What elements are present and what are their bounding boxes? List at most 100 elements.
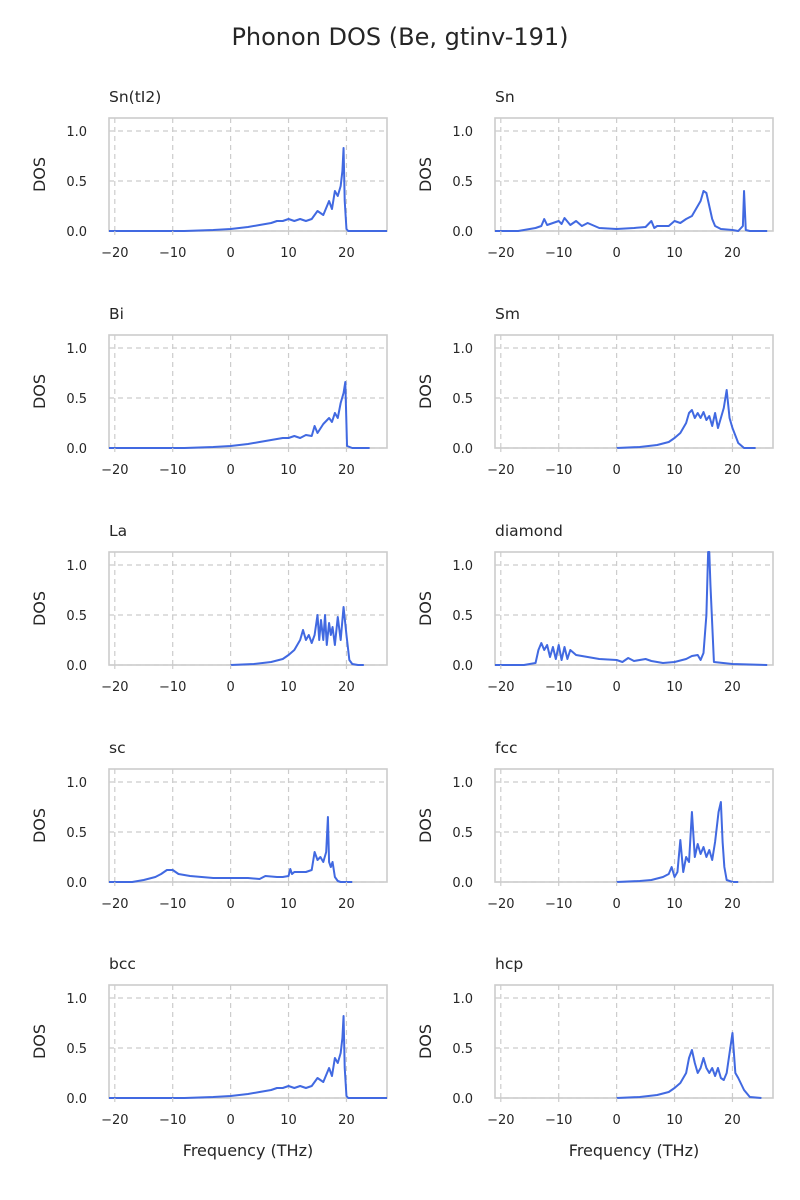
x-tick-label: −20 [101, 1113, 128, 1128]
y-tick-label: 0.0 [452, 659, 473, 674]
dos-line [109, 381, 370, 449]
y-tick-label: 0.5 [66, 392, 87, 407]
plot-frame [108, 768, 388, 883]
x-tick-label: −10 [545, 680, 572, 695]
panels: −20 −10 0 10 20 0.0 0.5 1.0 Sn(tI2) DOS −20 −10 0 10 2… [30, 88, 774, 1160]
y-tick-label: 1.0 [66, 342, 87, 357]
x-tick-label: 20 [724, 680, 741, 695]
x-tick-label: 0 [612, 463, 620, 478]
y-axis-label: DOS [30, 591, 49, 626]
y-tick-label: 0.0 [452, 876, 473, 891]
plot-frame [494, 334, 774, 449]
x-tick-label: 0 [226, 1113, 234, 1128]
y-tick-label: 0.0 [66, 659, 87, 674]
x-tick-label: −20 [487, 897, 514, 912]
y-axis-label: DOS [416, 374, 435, 409]
x-tick-label: 10 [666, 680, 683, 695]
x-tick-label: 20 [338, 463, 355, 478]
y-axis-label: DOS [30, 374, 49, 409]
x-tick-label: 20 [338, 1113, 355, 1128]
x-tick-label: −10 [159, 680, 186, 695]
x-tick-label: 0 [226, 680, 234, 695]
x-tick-label: −10 [545, 246, 572, 261]
x-tick-label: 0 [612, 1113, 620, 1128]
x-tick-label: 10 [280, 680, 297, 695]
x-tick-label: 10 [666, 463, 683, 478]
dos-line [230, 606, 364, 666]
x-tick-label: −10 [545, 897, 572, 912]
x-tick-label: −20 [487, 463, 514, 478]
plot-frame [108, 117, 388, 232]
x-tick-label: 20 [724, 463, 741, 478]
y-tick-label: 0.5 [452, 826, 473, 841]
x-tick-label: −20 [487, 1113, 514, 1128]
y-tick-label: 0.5 [452, 609, 473, 624]
x-tick-label: 0 [226, 246, 234, 261]
panel-6: −20 −10 0 10 20 0.0 0.5 1.0 sc DOS [30, 739, 388, 912]
panel-title: hcp [495, 955, 523, 973]
x-tick-label: 10 [666, 1113, 683, 1128]
x-axis-label: Frequency (THz) [569, 1141, 699, 1160]
y-tick-label: 0.5 [452, 1042, 473, 1057]
dos-line [616, 1032, 762, 1099]
y-tick-label: 0.5 [66, 609, 87, 624]
y-tick-label: 1.0 [66, 559, 87, 574]
panel-title: Sn [495, 88, 515, 106]
y-tick-label: 0.0 [66, 876, 87, 891]
x-tick-label: 20 [338, 897, 355, 912]
dos-line [495, 190, 768, 232]
y-axis-label: DOS [30, 157, 49, 192]
x-tick-label: 0 [226, 897, 234, 912]
panel-7: −20 −10 0 10 20 0.0 0.5 1.0 fcc DOS [416, 739, 774, 912]
y-axis-label: DOS [416, 1024, 435, 1059]
y-tick-label: 0.5 [452, 392, 473, 407]
panel-5: −20 −10 0 10 20 0.0 0.5 1.0 diamond DOS [416, 522, 774, 695]
panel-8: −20 −10 0 10 20 0.0 0.5 1.0 bcc DOS Frequency (THz… [30, 955, 388, 1160]
x-tick-label: −10 [159, 1113, 186, 1128]
x-tick-label: 0 [612, 680, 620, 695]
x-tick-label: −20 [101, 246, 128, 261]
plot-frame [108, 334, 388, 449]
x-tick-label: −10 [545, 463, 572, 478]
x-tick-label: −20 [487, 680, 514, 695]
panel-title: diamond [495, 522, 563, 540]
x-tick-label: −20 [101, 680, 128, 695]
x-tick-label: 10 [280, 897, 297, 912]
y-tick-label: 1.0 [452, 992, 473, 1007]
dos-line [109, 147, 387, 232]
dos-line [616, 801, 739, 883]
x-tick-label: 0 [226, 463, 234, 478]
panel-title: bcc [109, 955, 136, 973]
y-axis-label: DOS [30, 1024, 49, 1059]
y-tick-label: 0.5 [66, 826, 87, 841]
x-tick-label: 10 [666, 897, 683, 912]
x-tick-label: −20 [101, 463, 128, 478]
y-tick-label: 0.5 [66, 1042, 87, 1057]
x-tick-label: −10 [159, 463, 186, 478]
x-tick-label: −20 [487, 246, 514, 261]
panel-title: La [109, 522, 127, 540]
y-tick-label: 0.0 [66, 1092, 87, 1107]
plot-frame [494, 117, 774, 232]
y-tick-label: 0.0 [452, 442, 473, 457]
plot-frame [108, 984, 388, 1099]
panel-1: −20 −10 0 10 20 0.0 0.5 1.0 Sn DOS [416, 88, 774, 261]
y-tick-label: 1.0 [452, 342, 473, 357]
y-tick-label: 1.0 [452, 559, 473, 574]
y-axis-label: DOS [30, 808, 49, 843]
x-tick-label: 10 [280, 1113, 297, 1128]
panel-title: Sm [495, 305, 520, 323]
y-tick-label: 0.0 [66, 442, 87, 457]
x-tick-label: 10 [280, 246, 297, 261]
panel-4: −20 −10 0 10 20 0.0 0.5 1.0 La DOS [30, 522, 388, 695]
y-tick-label: 0.0 [452, 225, 473, 240]
dos-line [616, 389, 756, 449]
x-tick-label: −10 [545, 1113, 572, 1128]
y-tick-label: 1.0 [452, 125, 473, 140]
x-tick-label: −20 [101, 897, 128, 912]
x-tick-label: −10 [159, 897, 186, 912]
panel-title: sc [109, 739, 126, 757]
dos-line [109, 1015, 387, 1099]
x-tick-label: −10 [159, 246, 186, 261]
y-axis-label: DOS [416, 157, 435, 192]
